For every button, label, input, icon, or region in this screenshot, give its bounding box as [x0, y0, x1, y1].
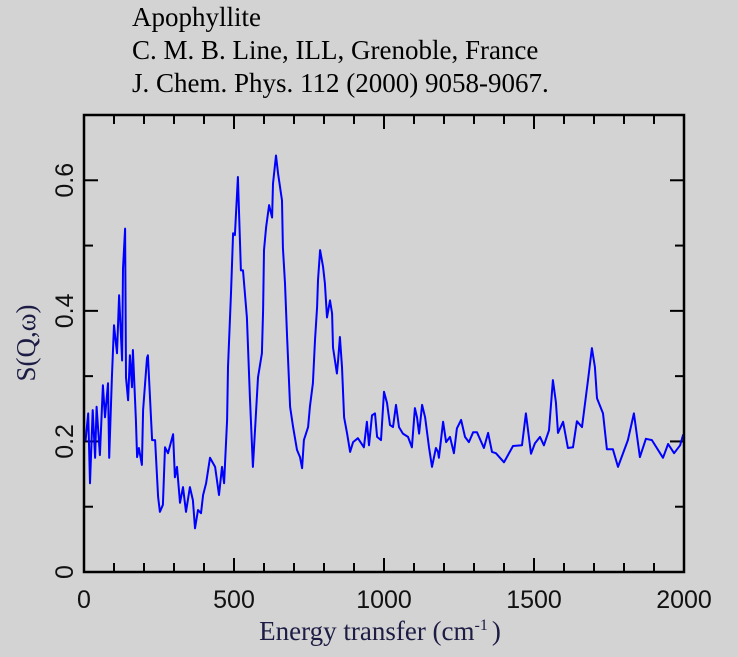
x-tick-label: 500: [213, 586, 255, 614]
chart-author: C. M. B. Line, ILL, Grenoble, France: [132, 35, 539, 65]
y-axis-label: S(Q,ω): [11, 304, 41, 381]
y-tick-label: 0: [51, 565, 79, 579]
y-tick-label: 0.4: [51, 293, 79, 328]
axis-ticks: [84, 115, 684, 572]
x-tick-label: 0: [77, 586, 91, 614]
x-tick-label: 2000: [656, 586, 712, 614]
x-tick-labels: 0 500 1000 1500 2000: [77, 586, 712, 614]
plot-frame: [82, 113, 686, 574]
y-tick-label: 0.6: [51, 163, 79, 198]
y-tick-label: 0.2: [51, 424, 79, 459]
chart-reference: J. Chem. Phys. 112 (2000) 9058-9067.: [132, 68, 549, 98]
series-line-apophyllite: [84, 154, 685, 530]
series-group: [84, 154, 685, 530]
x-tick-label: 1500: [506, 586, 562, 614]
chart-title: Apophyllite: [132, 2, 261, 32]
x-tick-label: 1000: [356, 586, 412, 614]
y-tick-labels: 0 0.2 0.4 0.6: [51, 163, 79, 579]
x-axis-label: Energy transfer (cm-1): [259, 616, 501, 646]
